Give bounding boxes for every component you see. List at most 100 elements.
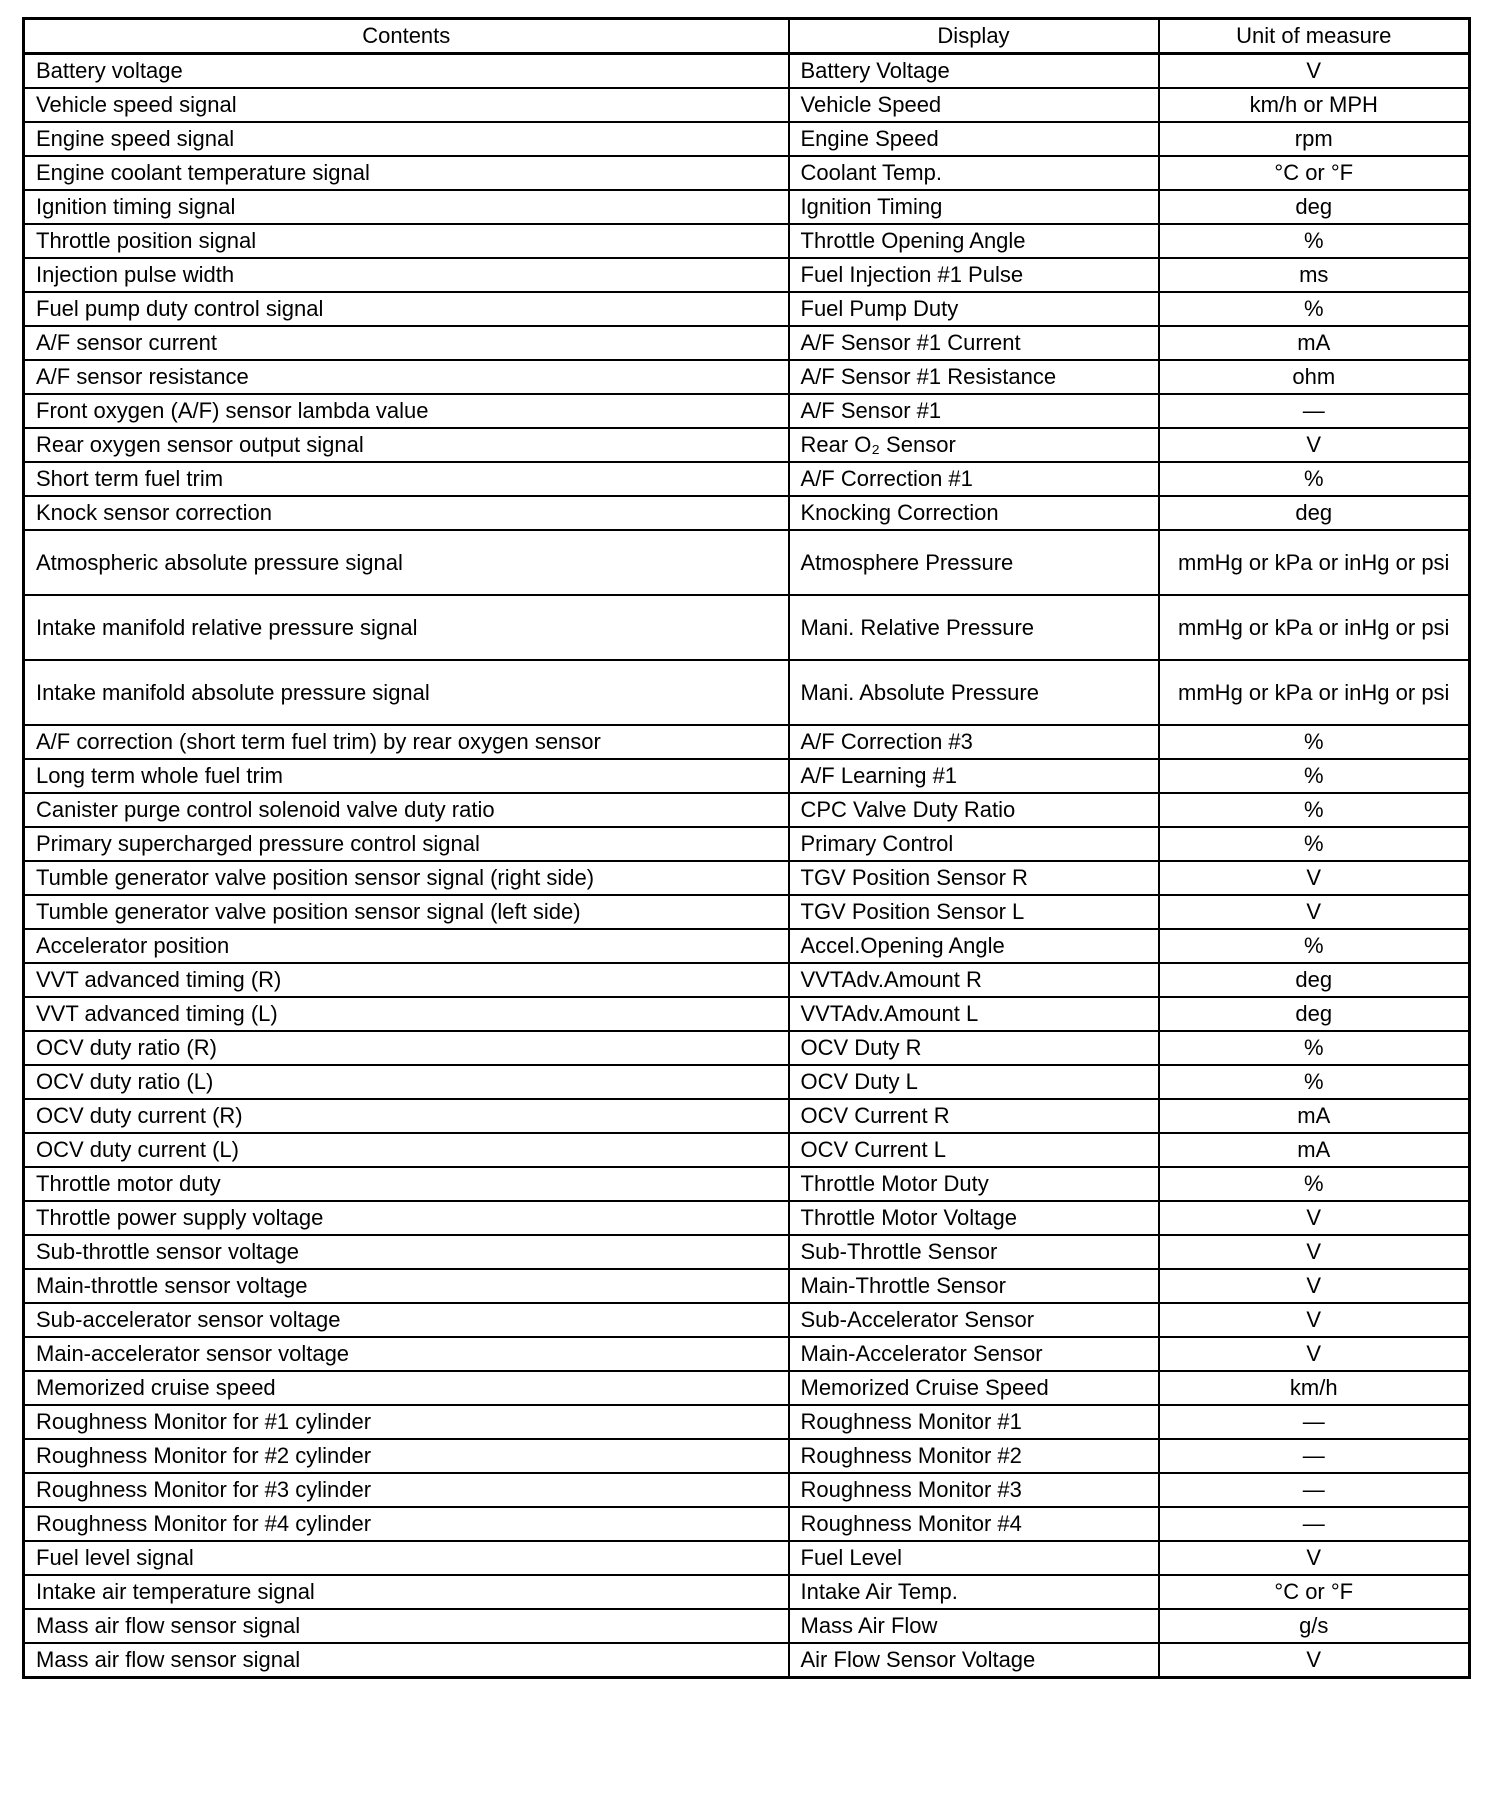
display-cell: Fuel Level	[787, 1540, 1160, 1576]
unit-cell: mA	[1157, 1098, 1471, 1134]
display-cell: A/F Learning #1	[787, 758, 1160, 794]
table-row: Atmospheric absolute pressure signal Atmo…	[22, 529, 1471, 596]
contents-cell: Atmospheric absolute pressure signal	[22, 529, 790, 596]
display-cell: A/F Correction #1	[787, 461, 1160, 497]
contents-cell: Intake manifold absolute pressure signal	[22, 659, 790, 726]
table-row: Roughness Monitor for #3 cylinder Roughne…	[22, 1472, 1471, 1508]
data-monitor-table: Contents Display Unit of measure Battery…	[22, 17, 1471, 1679]
table-row: A/F sensor resistance A/F Sensor #1 Resis…	[22, 359, 1471, 395]
table-row: Engine speed signal Engine Speed rpm	[22, 121, 1471, 157]
display-cell: Throttle Opening Angle	[787, 223, 1160, 259]
table-row: Engine coolant temperature signal Coolant…	[22, 155, 1471, 191]
contents-cell: Tumble generator valve position sensor s…	[22, 860, 790, 896]
unit-cell: V	[1157, 52, 1471, 89]
table-row: Intake manifold relative pressure signal…	[22, 594, 1471, 661]
display-cell: OCV Current L	[787, 1132, 1160, 1168]
display-cell: Throttle Motor Duty	[787, 1166, 1160, 1202]
unit-cell: %	[1157, 928, 1471, 964]
display-cell: Main-Throttle Sensor	[787, 1268, 1160, 1304]
contents-cell: Roughness Monitor for #3 cylinder	[22, 1472, 790, 1508]
unit-cell: deg	[1157, 962, 1471, 998]
table-row: Long term whole fuel trim A/F Learning #1…	[22, 758, 1471, 794]
contents-cell: Main-throttle sensor voltage	[22, 1268, 790, 1304]
display-cell: OCV Current R	[787, 1098, 1160, 1134]
header-row: Contents Display Unit of measure	[22, 17, 1471, 55]
unit-cell: mA	[1157, 325, 1471, 361]
table-row: Intake air temperature signal Intake Air …	[22, 1574, 1471, 1610]
contents-cell: A/F sensor resistance	[22, 359, 790, 395]
display-cell: Intake Air Temp.	[787, 1574, 1160, 1610]
display-cell: Air Flow Sensor Voltage	[787, 1642, 1160, 1679]
table-row: Throttle power supply voltage Throttle Mo…	[22, 1200, 1471, 1236]
unit-cell: —	[1157, 393, 1471, 429]
unit-cell: km/h	[1157, 1370, 1471, 1406]
contents-cell: Injection pulse width	[22, 257, 790, 293]
unit-cell: ohm	[1157, 359, 1471, 395]
table-row: Memorized cruise speed Memorized Cruise S…	[22, 1370, 1471, 1406]
display-cell: Engine Speed	[787, 121, 1160, 157]
unit-cell: °C or °F	[1157, 1574, 1471, 1610]
display-cell: Knocking Correction	[787, 495, 1160, 531]
contents-cell: Knock sensor correction	[22, 495, 790, 531]
display-cell: Roughness Monitor #4	[787, 1506, 1160, 1542]
unit-cell: deg	[1157, 996, 1471, 1032]
contents-cell: Mass air flow sensor signal	[22, 1642, 790, 1679]
contents-cell: OCV duty ratio (R)	[22, 1030, 790, 1066]
unit-cell: ms	[1157, 257, 1471, 293]
unit-cell: g/s	[1157, 1608, 1471, 1644]
unit-cell: %	[1157, 461, 1471, 497]
table-row: Front oxygen (A/F) sensor lambda value A/…	[22, 393, 1471, 429]
unit-cell: mmHg or kPa or inHg or psi	[1157, 529, 1471, 596]
table-row: Ignition timing signal Ignition Timing deg	[22, 189, 1471, 225]
table-row: Knock sensor correction Knocking Correcti…	[22, 495, 1471, 531]
contents-cell: Roughness Monitor for #1 cylinder	[22, 1404, 790, 1440]
table-row: Mass air flow sensor signal Air Flow Sens…	[22, 1642, 1471, 1679]
table-row: Sub-accelerator sensor voltage Sub-Accele…	[22, 1302, 1471, 1338]
contents-cell: VVT advanced timing (L)	[22, 996, 790, 1032]
contents-cell: Ignition timing signal	[22, 189, 790, 225]
display-cell: Mani. Relative Pressure	[787, 594, 1160, 661]
display-cell: A/F Sensor #1	[787, 393, 1160, 429]
unit-cell: deg	[1157, 189, 1471, 225]
display-cell: VVTAdv.Amount R	[787, 962, 1160, 998]
unit-cell: V	[1157, 1642, 1471, 1679]
contents-cell: Vehicle speed signal	[22, 87, 790, 123]
unit-cell: mmHg or kPa or inHg or psi	[1157, 659, 1471, 726]
contents-cell: Accelerator position	[22, 928, 790, 964]
display-cell: Mass Air Flow	[787, 1608, 1160, 1644]
unit-cell: mA	[1157, 1132, 1471, 1168]
unit-cell: mmHg or kPa or inHg or psi	[1157, 594, 1471, 661]
unit-cell: %	[1157, 291, 1471, 327]
contents-cell: Battery voltage	[22, 52, 790, 89]
unit-cell: %	[1157, 724, 1471, 760]
unit-cell: %	[1157, 826, 1471, 862]
table-row: Roughness Monitor for #1 cylinder Roughne…	[22, 1404, 1471, 1440]
display-cell: Roughness Monitor #2	[787, 1438, 1160, 1474]
contents-cell: Throttle position signal	[22, 223, 790, 259]
unit-cell: %	[1157, 758, 1471, 794]
contents-cell: Main-accelerator sensor voltage	[22, 1336, 790, 1372]
contents-cell: Throttle motor duty	[22, 1166, 790, 1202]
table-row: Intake manifold absolute pressure signal…	[22, 659, 1471, 726]
table-row: Primary supercharged pressure control si…	[22, 826, 1471, 862]
unit-cell: V	[1157, 1200, 1471, 1236]
display-cell: Primary Control	[787, 826, 1160, 862]
contents-cell: Intake air temperature signal	[22, 1574, 790, 1610]
contents-cell: Throttle power supply voltage	[22, 1200, 790, 1236]
table-row: Vehicle speed signal Vehicle Speed km/h or…	[22, 87, 1471, 123]
contents-cell: Sub-accelerator sensor voltage	[22, 1302, 790, 1338]
contents-cell: Intake manifold relative pressure signal	[22, 594, 790, 661]
display-cell: Roughness Monitor #3	[787, 1472, 1160, 1508]
unit-cell: V	[1157, 1540, 1471, 1576]
contents-cell: Memorized cruise speed	[22, 1370, 790, 1406]
display-cell: A/F Sensor #1 Current	[787, 325, 1160, 361]
table-row: Battery voltage Battery Voltage V	[22, 52, 1471, 89]
table-row: OCV duty ratio (R) OCV Duty R%	[22, 1030, 1471, 1066]
display-cell: CPC Valve Duty Ratio	[787, 792, 1160, 828]
contents-cell: Engine coolant temperature signal	[22, 155, 790, 191]
unit-cell: V	[1157, 860, 1471, 896]
